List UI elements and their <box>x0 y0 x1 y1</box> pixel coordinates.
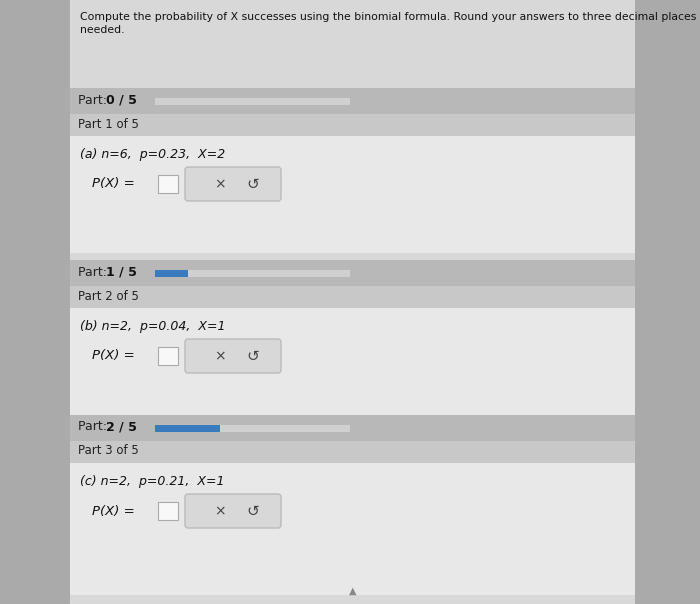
Text: (c) n=2,  p=0.21,  X=1: (c) n=2, p=0.21, X=1 <box>80 475 225 488</box>
Text: (b) n=2,  p=0.04,  X=1: (b) n=2, p=0.04, X=1 <box>80 320 225 333</box>
Text: ▲: ▲ <box>349 586 356 596</box>
Text: 2 / 5: 2 / 5 <box>106 420 137 434</box>
FancyBboxPatch shape <box>185 167 281 201</box>
Text: ×: × <box>214 177 225 191</box>
Text: Compute the probability of X successes using the binomial formula. Round your an: Compute the probability of X successes u… <box>80 12 700 22</box>
Bar <box>158 347 178 365</box>
Text: P(X) =: P(X) = <box>92 350 134 362</box>
FancyBboxPatch shape <box>185 339 281 373</box>
Bar <box>155 97 350 104</box>
Text: ↺: ↺ <box>246 349 259 364</box>
Bar <box>70 260 635 286</box>
Bar <box>155 425 350 431</box>
Bar <box>155 269 188 277</box>
Text: P(X) =: P(X) = <box>92 504 134 518</box>
Text: ×: × <box>214 504 225 518</box>
Bar <box>155 425 220 431</box>
Bar <box>70 136 635 253</box>
Bar <box>70 286 635 308</box>
Bar <box>155 269 350 277</box>
Bar <box>70 114 635 136</box>
Text: Part:: Part: <box>78 94 111 106</box>
Text: Part:: Part: <box>78 266 111 278</box>
Text: 0 / 5: 0 / 5 <box>106 94 137 106</box>
Bar <box>158 175 178 193</box>
Text: 1 / 5: 1 / 5 <box>106 266 137 278</box>
Bar <box>70 463 635 595</box>
Bar <box>158 502 178 520</box>
Text: Part:: Part: <box>78 420 111 434</box>
Text: ↺: ↺ <box>246 504 259 518</box>
Text: needed.: needed. <box>80 25 125 35</box>
Bar <box>70 308 635 415</box>
Bar <box>70 88 635 114</box>
Text: P(X) =: P(X) = <box>92 178 134 190</box>
Text: Part 1 of 5: Part 1 of 5 <box>78 118 139 130</box>
Text: Part 3 of 5: Part 3 of 5 <box>78 445 139 457</box>
FancyBboxPatch shape <box>185 494 281 528</box>
Text: (a) n=6,  p=0.23,  X=2: (a) n=6, p=0.23, X=2 <box>80 148 225 161</box>
Text: ↺: ↺ <box>246 176 259 191</box>
Bar <box>70 441 635 463</box>
Text: Part 2 of 5: Part 2 of 5 <box>78 289 139 303</box>
Bar <box>70 0 635 604</box>
Bar <box>70 415 635 441</box>
Text: ×: × <box>214 349 225 363</box>
